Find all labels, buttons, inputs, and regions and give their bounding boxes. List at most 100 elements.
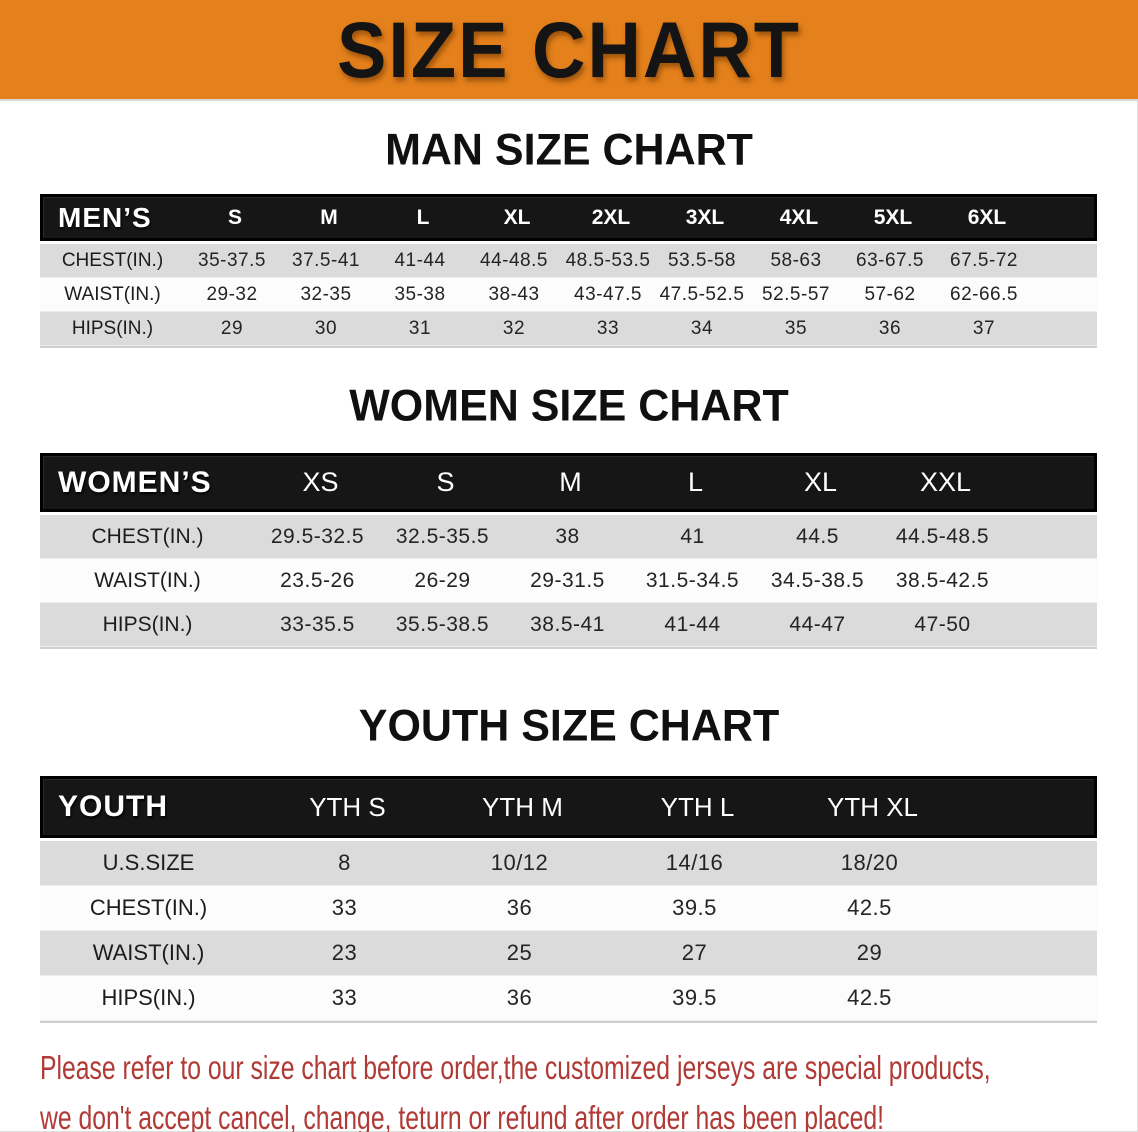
size-cell: 25	[506, 940, 533, 965]
column-header-yth-s: YTH S	[309, 791, 386, 822]
column-header-xl: XL	[803, 467, 838, 497]
size-cell: 41	[680, 524, 705, 548]
women-row-waist-in: WAIST(IN.) 23.5-26 26-29 29-31.5 31.5-34.5 34…	[40, 559, 1097, 603]
size-cell: 37.5-41	[292, 249, 360, 271]
size-cell: 29	[856, 940, 883, 965]
youth-row-hips-in: HIPS(IN.) 33 36 39.5 42.5	[40, 976, 1097, 1021]
column-header-l: L	[416, 205, 430, 229]
size-cell: 14/16	[665, 850, 724, 875]
size-cell: 10/12	[490, 850, 549, 875]
size-cell: 31	[408, 317, 432, 339]
size-cell: 32-35	[300, 283, 352, 305]
column-header-5xl: 5XL	[873, 205, 913, 229]
row-label: CHEST(IN.)	[89, 895, 208, 920]
column-header-s: S	[227, 205, 242, 229]
women-table-label: WOMEN’S	[58, 465, 212, 499]
row-label: HIPS(IN.)	[102, 612, 193, 636]
size-cell: 34	[690, 317, 714, 339]
size-cell: 33	[596, 317, 620, 339]
size-cell: 44-48.5	[480, 249, 548, 271]
banner: SIZE CHART	[0, 0, 1138, 101]
youth-size-section: YOUTH SIZE CHART YOUTH YTH S YTH M YTH L YTH…	[0, 701, 1138, 1023]
youth-section-heading: YOUTH SIZE CHART	[358, 701, 780, 751]
women-size-table: WOMEN’S XS S M L XL XXL CHEST(IN.) 29.5-32.5 32.5…	[40, 453, 1097, 649]
size-cell: 8	[338, 850, 351, 875]
size-cell: 35-38	[394, 283, 446, 305]
size-cell: 36	[878, 317, 902, 339]
row-label: HIPS(IN.)	[101, 985, 196, 1010]
row-label: U.S.SIZE	[102, 850, 195, 875]
row-label: WAIST(IN.)	[64, 283, 161, 305]
size-cell: 29-31.5	[530, 568, 605, 592]
size-cell: 31.5-34.5	[645, 568, 740, 592]
size-cell: 27	[681, 940, 708, 965]
man-row-waist-in: WAIST(IN.) 29-32 32-35 35-38 38-43 43-47.5 47.…	[40, 278, 1097, 312]
row-label: WAIST(IN.)	[92, 940, 205, 965]
size-cell: 39.5	[672, 985, 717, 1010]
page-title: SIZE CHART	[337, 4, 801, 94]
women-row-hips-in: HIPS(IN.) 33-35.5 35.5-38.5 38.5-41 41-44 44-…	[40, 603, 1097, 647]
size-cell: 26-29	[414, 568, 471, 592]
column-header-2xl: 2XL	[591, 205, 631, 229]
size-cell: 41-44	[664, 612, 721, 636]
man-row-hips-in: HIPS(IN.) 29 30 31 32 33 34 35 36 37	[40, 312, 1097, 346]
column-header-4xl: 4XL	[779, 205, 819, 229]
size-cell: 35.5-38.5	[395, 612, 490, 636]
size-cell: 35-37.5	[198, 249, 266, 271]
size-cell: 57-62	[864, 283, 916, 305]
row-label: WAIST(IN.)	[94, 568, 201, 592]
youth-table-header-row: YOUTH YTH S YTH M YTH L YTH XL	[40, 776, 1097, 838]
youth-table-label: YOUTH	[58, 790, 168, 823]
man-table-header-row: MEN’S S M L XL 2XL 3XL 4XL 5XL 6XL	[40, 194, 1097, 241]
youth-row-chest-in: CHEST(IN.) 33 36 39.5 42.5	[40, 886, 1097, 931]
size-cell: 47.5-52.5	[659, 283, 745, 305]
size-cell: 38-43	[488, 283, 540, 305]
column-header-6xl: 6XL	[967, 205, 1007, 229]
women-row-chest-in: CHEST(IN.) 29.5-32.5 32.5-35.5 38 41 44.5 44.5…	[40, 515, 1097, 559]
size-cell: 34.5-38.5	[770, 568, 865, 592]
column-header-yth-xl: YTH XL	[826, 791, 919, 822]
notice-line-2: we don't accept cancel, change, teturn o…	[40, 1099, 885, 1132]
youth-row-waist-in: WAIST(IN.) 23 25 27 29	[40, 931, 1097, 976]
women-size-section: WOMEN SIZE CHART WOMEN’S XS S M L XL XXL CHEST(…	[0, 381, 1138, 649]
size-cell: 23.5-26	[280, 568, 355, 592]
size-cell: 43-47.5	[574, 283, 642, 305]
size-cell: 36	[506, 895, 533, 920]
man-size-table: MEN’S S M L XL 2XL 3XL 4XL 5XL 6XL CHEST(IN.) 35-37…	[40, 194, 1097, 348]
size-cell: 29	[220, 317, 244, 339]
size-cell: 44.5	[796, 524, 839, 548]
size-cell: 30	[314, 317, 338, 339]
column-header-s: S	[436, 467, 455, 497]
size-cell: 23	[331, 940, 358, 965]
size-cell: 38	[555, 524, 580, 548]
size-cell: 38.5-41	[530, 612, 605, 636]
notice-line-1: Please refer to our size chart before or…	[40, 1049, 991, 1086]
man-section-heading: MAN SIZE CHART	[385, 125, 753, 175]
size-cell: 35	[784, 317, 808, 339]
order-notice: Please refer to our size chart before or…	[0, 1043, 1138, 1132]
size-cell: 52.5-57	[762, 283, 830, 305]
man-table-label: MEN’S	[58, 201, 152, 233]
size-cell: 32.5-35.5	[395, 524, 490, 548]
size-cell: 38.5-42.5	[895, 568, 990, 592]
size-cell: 67.5-72	[950, 249, 1018, 271]
women-section-heading: WOMEN SIZE CHART	[349, 381, 789, 431]
column-header-3xl: 3XL	[685, 205, 725, 229]
size-cell: 33	[331, 895, 358, 920]
column-header-yth-l: YTH L	[660, 791, 735, 822]
size-cell: 37	[972, 317, 996, 339]
row-label: CHEST(IN.)	[91, 524, 204, 548]
size-cell: 42.5	[847, 895, 892, 920]
size-cell: 29-32	[206, 283, 258, 305]
size-cell: 29.5-32.5	[270, 524, 365, 548]
column-header-m: M	[320, 205, 338, 229]
size-cell: 44-47	[789, 612, 846, 636]
women-table-header-row: WOMEN’S XS S M L XL XXL	[40, 453, 1097, 512]
size-cell: 48.5-53.5	[565, 249, 651, 271]
size-cell: 58-63	[770, 249, 822, 271]
size-cell: 53.5-58	[668, 249, 736, 271]
column-header-xs: XS	[302, 467, 339, 497]
column-header-xxl: XXL	[919, 467, 972, 497]
youth-row-u-s-size: U.S.SIZE 8 10/12 14/16 18/20	[40, 841, 1097, 886]
column-header-m: M	[559, 467, 582, 497]
